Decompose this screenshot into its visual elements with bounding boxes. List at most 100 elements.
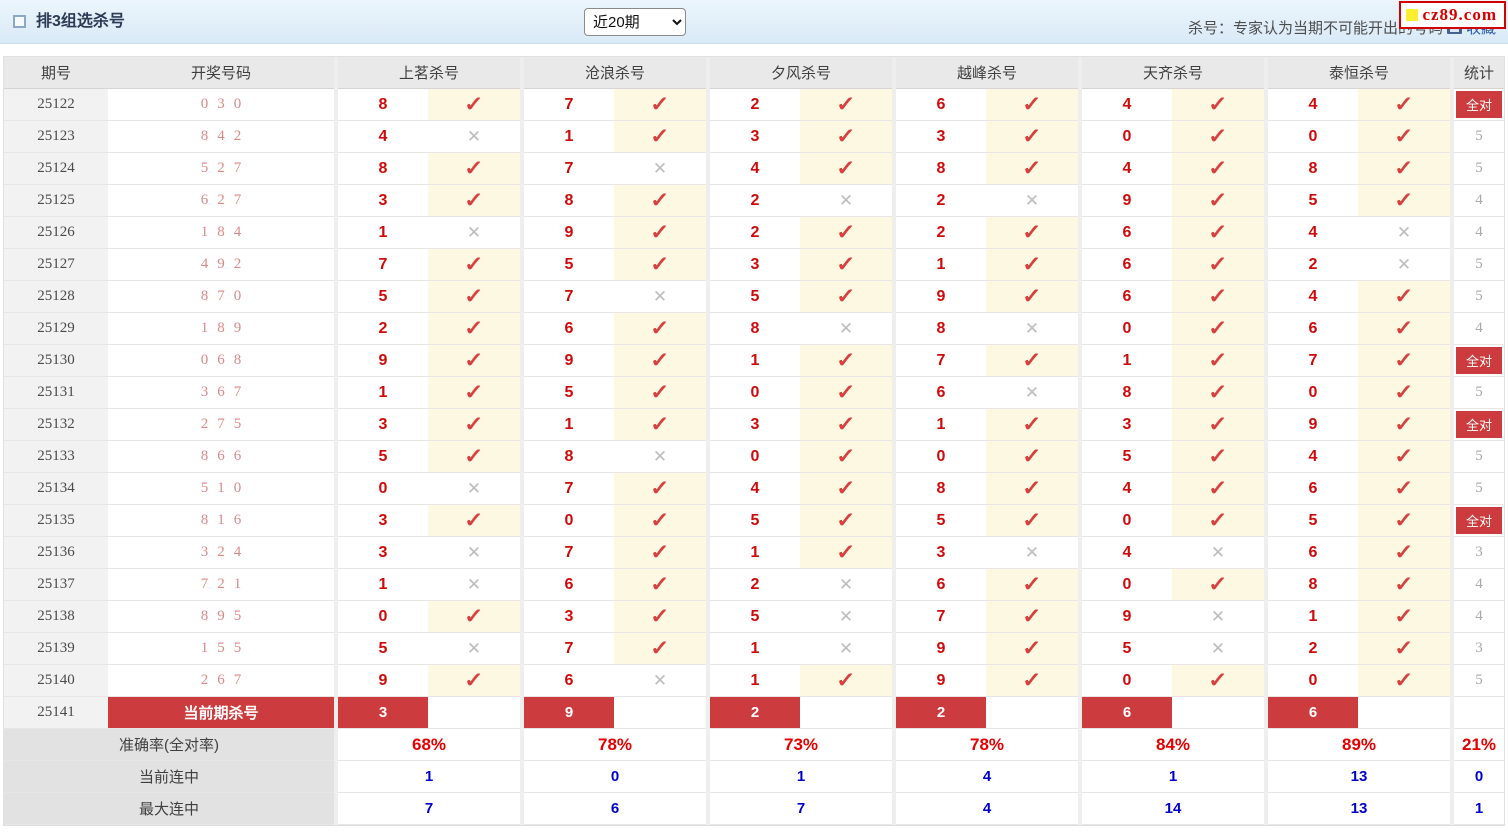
period-cell: 25138	[4, 601, 108, 633]
mark-cell: ✓	[1358, 505, 1450, 537]
kill-number-cell: 2	[338, 313, 428, 345]
mark-cell: ✓	[428, 345, 520, 377]
kill-number-cell: 6	[524, 313, 614, 345]
mark-cell: ✓	[614, 377, 706, 409]
logo-yellow-square-icon	[1406, 9, 1419, 21]
mark-cell	[800, 697, 892, 729]
kill-number-cell: 1	[338, 217, 428, 249]
kill-number-cell: 9	[896, 665, 986, 697]
kill-number-cell: 3	[1082, 409, 1172, 441]
mark-cell: ✓	[800, 505, 892, 537]
check-icon: ✓	[1208, 93, 1228, 116]
mark-cell: ✓	[800, 537, 892, 569]
kill-number-cell: 6	[896, 89, 986, 121]
mark-cell: ✓	[614, 345, 706, 377]
site-logo[interactable]: cz89.com	[1399, 1, 1506, 29]
draw-numbers-cell: 367	[108, 377, 334, 409]
table-row: 25129 189 2 ✓ 6 ✓ 8 ✕ 8 ✕ 0 ✓ 6 ✓ 4	[4, 313, 1504, 345]
kill-number-cell: 8	[896, 153, 986, 185]
check-icon: ✓	[650, 541, 670, 564]
mark-cell: ✓	[614, 313, 706, 345]
mark-cell: ✓	[800, 441, 892, 473]
table-row: 25139 155 5 ✕ 7 ✓ 1 ✕ 9 ✓ 5 ✕ 2 ✓ 3	[4, 633, 1504, 665]
column-header-draw: 开奖号码	[108, 57, 334, 89]
mark-cell: ✓	[1358, 185, 1450, 217]
mark-cell: ✓	[1358, 281, 1450, 313]
check-icon: ✓	[836, 253, 856, 276]
cross-icon: ✕	[838, 574, 854, 594]
check-icon: ✓	[1022, 349, 1042, 372]
mark-cell: ✕	[800, 601, 892, 633]
mark-cell: ✕	[614, 441, 706, 473]
kill-number-cell: 7	[524, 537, 614, 569]
kill-number-cell: 5	[338, 441, 428, 473]
mark-cell: ✓	[614, 569, 706, 601]
current-kill-number-cell: 2	[896, 697, 986, 729]
header-bar: 排3组选杀号 近20期 杀号：专家认为当期不可能开出的号码 收藏 cz89.co…	[0, 0, 1508, 44]
check-icon: ✓	[1394, 349, 1414, 372]
cross-icon: ✕	[466, 126, 482, 146]
mark-cell: ✓	[614, 473, 706, 505]
mark-cell: ✕	[428, 537, 520, 569]
column-header-expert: 上茗杀号	[338, 57, 520, 89]
mark-cell: ✓	[1358, 569, 1450, 601]
mark-cell: ✓	[986, 217, 1078, 249]
mark-cell: ✓	[428, 441, 520, 473]
mark-cell: ✓	[800, 249, 892, 281]
mark-cell: ✓	[614, 89, 706, 121]
stat-cell: 4	[1454, 185, 1504, 217]
mark-cell: ✓	[1172, 473, 1264, 505]
kill-number-cell: 3	[710, 249, 800, 281]
cross-icon: ✕	[838, 318, 854, 338]
column-header-expert: 越峰杀号	[896, 57, 1078, 89]
mark-cell: ✓	[614, 505, 706, 537]
cross-icon: ✕	[838, 638, 854, 658]
summary-label-cell: 当前连中	[4, 761, 334, 793]
check-icon: ✓	[1022, 669, 1042, 692]
range-select[interactable]: 近20期	[584, 8, 686, 36]
check-icon: ✓	[1394, 637, 1414, 660]
mark-cell: ✓	[1172, 441, 1264, 473]
mark-cell: ✓	[1172, 249, 1264, 281]
kill-number-cell: 2	[896, 185, 986, 217]
mark-cell: ✓	[1172, 569, 1264, 601]
draw-numbers-cell: 816	[108, 505, 334, 537]
kill-number-cell: 6	[524, 569, 614, 601]
mark-cell: ✓	[1358, 409, 1450, 441]
kill-number-cell: 1	[338, 377, 428, 409]
column-header-expert: 沧浪杀号	[524, 57, 706, 89]
mark-cell: ✓	[428, 281, 520, 313]
current-kill-number-cell: 3	[338, 697, 428, 729]
kill-number-cell: 5	[524, 377, 614, 409]
mark-cell: ✕	[800, 313, 892, 345]
kill-number-cell: 8	[1082, 377, 1172, 409]
stat-cell: 全对	[1454, 89, 1504, 121]
table-row: 25124 527 8 ✓ 7 ✕ 4 ✓ 8 ✓ 4 ✓ 8 ✓ 5	[4, 153, 1504, 185]
mark-cell: ✓	[1358, 665, 1450, 697]
mark-cell: ✓	[986, 665, 1078, 697]
kill-number-cell: 0	[1268, 665, 1358, 697]
mark-cell: ✓	[986, 505, 1078, 537]
summary-row: 最大连中 7 6 7 4 14 13 1	[4, 793, 1504, 825]
kill-number-cell: 0	[896, 441, 986, 473]
kill-number-cell: 8	[338, 89, 428, 121]
stat-cell: 全对	[1454, 345, 1504, 377]
kill-number-cell: 5	[710, 601, 800, 633]
draw-numbers-cell: 068	[108, 345, 334, 377]
kill-number-cell: 3	[338, 185, 428, 217]
kill-number-cell: 3	[896, 121, 986, 153]
check-icon: ✓	[464, 413, 484, 436]
cross-icon: ✕	[838, 606, 854, 626]
period-cell: 25123	[4, 121, 108, 153]
check-icon: ✓	[650, 573, 670, 596]
summary-value-cell: 0	[524, 761, 706, 793]
check-icon: ✓	[1022, 93, 1042, 116]
mark-cell: ✓	[614, 601, 706, 633]
cross-icon: ✕	[652, 670, 668, 690]
check-icon: ✓	[650, 349, 670, 372]
kill-number-cell: 0	[1082, 505, 1172, 537]
mark-cell: ✕	[428, 569, 520, 601]
cross-icon: ✕	[1024, 190, 1040, 210]
kill-number-cell: 9	[1268, 409, 1358, 441]
period-cell: 25141	[4, 697, 108, 729]
